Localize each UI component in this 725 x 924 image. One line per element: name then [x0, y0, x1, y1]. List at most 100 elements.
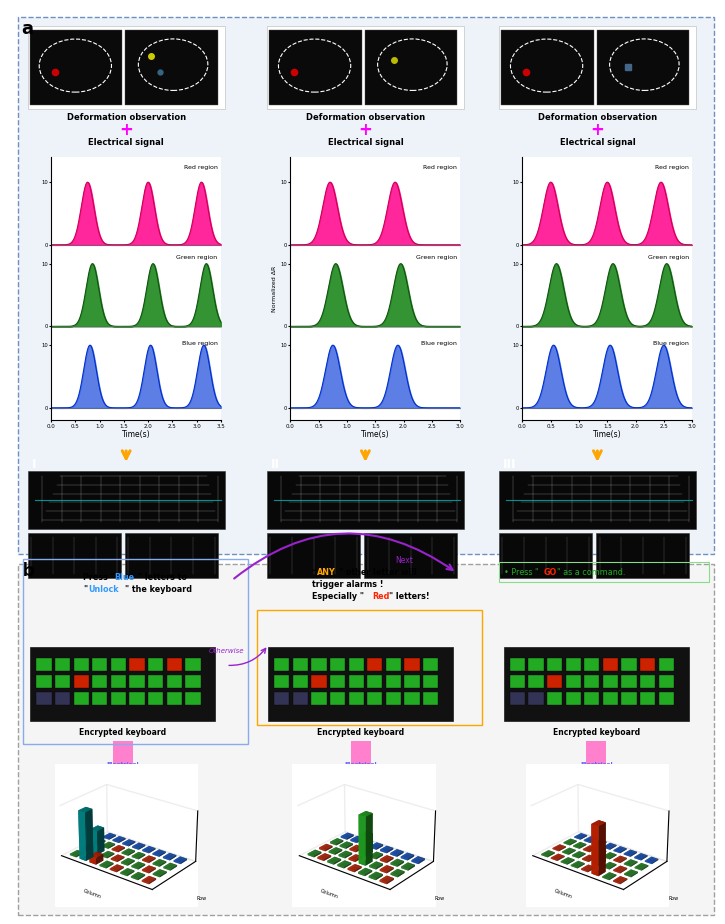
- Text: Electrical signal: Electrical signal: [328, 138, 403, 147]
- Bar: [148, 675, 163, 688]
- Bar: [386, 692, 401, 705]
- Text: Electrical
signal: Electrical signal: [344, 762, 377, 773]
- Text: Next: Next: [395, 556, 413, 565]
- Bar: [640, 675, 655, 688]
- X-axis label: Column: Column: [320, 888, 339, 899]
- Bar: [566, 675, 581, 688]
- Text: +: +: [358, 121, 373, 140]
- Bar: [405, 675, 420, 688]
- Bar: [349, 692, 364, 705]
- Bar: [386, 658, 401, 671]
- Text: Electrical
signal: Electrical signal: [580, 762, 613, 773]
- Bar: [269, 30, 362, 105]
- Bar: [584, 692, 600, 705]
- Bar: [293, 658, 308, 671]
- Bar: [367, 692, 383, 705]
- Bar: [499, 562, 709, 582]
- Text: Encrypted keyboard: Encrypted keyboard: [552, 728, 640, 737]
- Bar: [364, 533, 457, 578]
- Bar: [584, 658, 600, 671]
- Bar: [36, 675, 51, 688]
- Bar: [350, 741, 370, 795]
- Bar: [148, 692, 163, 705]
- Bar: [423, 675, 439, 688]
- Text: Especially ": Especially ": [312, 592, 364, 602]
- Bar: [405, 692, 420, 705]
- Bar: [510, 658, 525, 671]
- Bar: [367, 658, 383, 671]
- Bar: [423, 692, 439, 705]
- Bar: [112, 741, 133, 795]
- Bar: [23, 559, 248, 744]
- Bar: [566, 692, 581, 705]
- Bar: [167, 692, 182, 705]
- Bar: [499, 533, 592, 578]
- Bar: [386, 675, 401, 688]
- Text: +: +: [590, 121, 605, 140]
- Bar: [274, 675, 289, 688]
- Bar: [367, 675, 383, 688]
- Bar: [499, 26, 696, 109]
- Bar: [28, 471, 225, 529]
- Bar: [584, 675, 600, 688]
- Text: " letters to: " letters to: [138, 573, 187, 582]
- Bar: [267, 26, 464, 109]
- Bar: [529, 658, 544, 671]
- Text: b: b: [22, 562, 35, 579]
- Bar: [293, 675, 308, 688]
- Text: Otherwise: Otherwise: [209, 649, 244, 654]
- Text: " the keyboard: " the keyboard: [125, 585, 191, 594]
- Text: " other letter will: " other letter will: [339, 568, 417, 578]
- Bar: [92, 658, 107, 671]
- Text: Red: Red: [372, 592, 389, 602]
- Bar: [596, 533, 689, 578]
- Bar: [529, 675, 544, 688]
- Text: +: +: [119, 121, 133, 140]
- Bar: [257, 610, 482, 725]
- Bar: [186, 658, 201, 671]
- Bar: [274, 658, 289, 671]
- Bar: [311, 692, 326, 705]
- Bar: [92, 675, 107, 688]
- Bar: [18, 17, 714, 554]
- Bar: [30, 30, 123, 105]
- Bar: [293, 692, 308, 705]
- Bar: [129, 675, 145, 688]
- Text: Encrypted keyboard: Encrypted keyboard: [79, 728, 167, 737]
- Y-axis label: Row: Row: [668, 896, 678, 902]
- Text: III: III: [503, 457, 517, 470]
- Text: Electrical signal: Electrical signal: [560, 138, 635, 147]
- Text: I: I: [32, 457, 36, 470]
- Text: Unlock: Unlock: [88, 585, 119, 594]
- Text: ANY: ANY: [317, 568, 336, 578]
- Bar: [55, 658, 70, 671]
- Bar: [148, 658, 163, 671]
- Bar: [423, 658, 439, 671]
- X-axis label: Column: Column: [82, 888, 102, 899]
- Text: Encrypted keyboard: Encrypted keyboard: [317, 728, 405, 737]
- Bar: [30, 647, 215, 721]
- Bar: [602, 692, 618, 705]
- Bar: [621, 675, 637, 688]
- Bar: [566, 658, 581, 671]
- Bar: [547, 658, 562, 671]
- Text: " as a command.: " as a command.: [557, 568, 625, 578]
- Bar: [365, 30, 457, 105]
- Text: Press ": Press ": [83, 573, 115, 582]
- Text: GO: GO: [544, 568, 557, 578]
- Bar: [499, 471, 696, 529]
- Bar: [18, 564, 714, 915]
- Bar: [36, 692, 51, 705]
- Bar: [510, 675, 525, 688]
- FancyArrowPatch shape: [234, 533, 452, 578]
- Bar: [186, 692, 201, 705]
- Bar: [659, 658, 674, 671]
- Bar: [267, 533, 360, 578]
- Bar: [405, 658, 420, 671]
- Bar: [330, 658, 345, 671]
- FancyArrowPatch shape: [229, 649, 265, 665]
- Text: Electrical signal: Electrical signal: [88, 138, 164, 147]
- Text: trigger alarms !: trigger alarms !: [312, 580, 384, 590]
- Text: • Press ": • Press ": [504, 568, 539, 578]
- Bar: [547, 692, 562, 705]
